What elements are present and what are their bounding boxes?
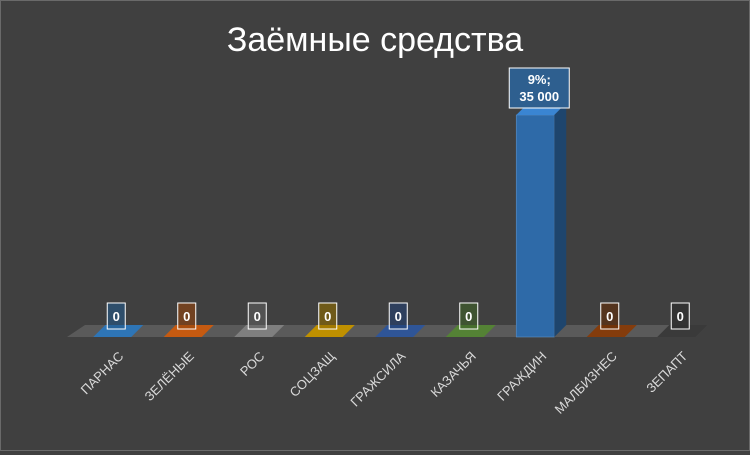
category-label: ПАРНАС [78, 349, 127, 398]
svg-text:0: 0 [465, 309, 472, 324]
svg-text:0: 0 [183, 309, 190, 324]
data-label: 0 [318, 302, 338, 330]
bar-5 [375, 325, 426, 337]
bar-4 [304, 325, 355, 337]
bar-3 [234, 325, 285, 337]
bar-1 [93, 325, 144, 337]
svg-text:0: 0 [254, 309, 261, 324]
category-label: ГРАЖСИЛА [347, 348, 408, 409]
svg-text:0: 0 [677, 309, 684, 324]
data-label: 0 [459, 302, 479, 330]
svg-text:9%;: 9%; [528, 72, 551, 87]
bar-2 [163, 325, 214, 337]
svg-text:0: 0 [113, 309, 120, 324]
category-label: СОЦЗАЩ [287, 349, 338, 400]
data-label: 0 [247, 302, 267, 330]
data-label: 0 [388, 302, 408, 330]
data-label: 9%; 35 000 [508, 67, 570, 109]
data-label: 0 [670, 302, 690, 330]
category-label: РОС [237, 349, 267, 379]
data-label: 0 [106, 302, 126, 330]
category-label: ГРАЖДИН [494, 349, 549, 404]
bar-9 [657, 325, 708, 337]
data-label: 0 [177, 302, 197, 330]
bar-6 [445, 325, 496, 337]
chart-title: Заёмные средства [227, 21, 523, 59]
svg-text:35 000: 35 000 [519, 89, 559, 104]
category-label: ЗЕЛЁНЫЕ [141, 348, 197, 404]
svg-text:0: 0 [395, 309, 402, 324]
svg-text:0: 0 [324, 309, 331, 324]
category-label: КАЗАЧЬЯ [428, 349, 479, 400]
category-label: МАЛБИЗНЕС [552, 349, 620, 417]
bar-8 [586, 325, 637, 337]
svg-text:0: 0 [606, 309, 613, 324]
category-label: ЗЕПАПТ [643, 348, 690, 395]
bar-7 [515, 103, 567, 338]
data-label: 0 [600, 302, 620, 330]
